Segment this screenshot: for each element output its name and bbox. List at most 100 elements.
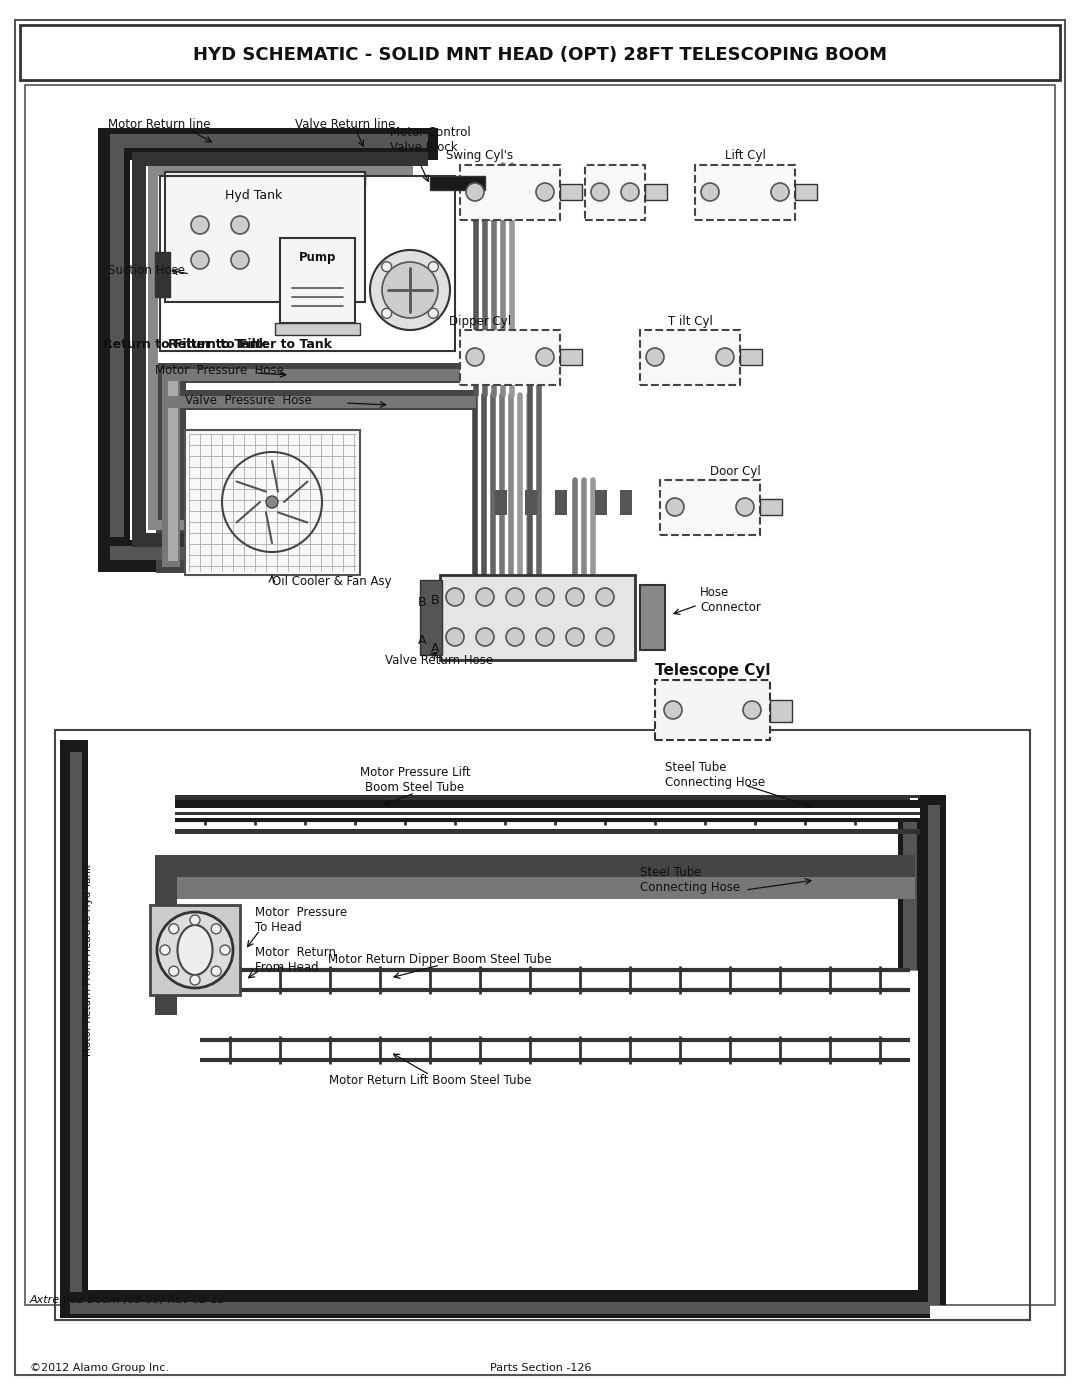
Bar — [156, 251, 170, 298]
Circle shape — [266, 496, 278, 509]
Text: Motor  Pressure
To Head: Motor Pressure To Head — [255, 907, 347, 935]
Circle shape — [429, 261, 438, 271]
Text: Steel Tube
Connecting Hose: Steel Tube Connecting Hose — [665, 761, 765, 789]
Text: Return to Filter to Tank: Return to Filter to Tank — [103, 338, 267, 352]
Text: Motor Pressure Lift
Boom Steel Tube: Motor Pressure Lift Boom Steel Tube — [360, 766, 470, 793]
Circle shape — [536, 629, 554, 645]
Circle shape — [382, 263, 438, 319]
Text: ©2012 Alamo Group Inc.: ©2012 Alamo Group Inc. — [30, 1363, 168, 1373]
Circle shape — [536, 588, 554, 606]
Circle shape — [596, 629, 615, 645]
Bar — [60, 740, 87, 1301]
Circle shape — [160, 944, 170, 956]
Circle shape — [664, 701, 681, 719]
Bar — [110, 134, 428, 148]
Bar — [740, 349, 762, 365]
Circle shape — [465, 348, 484, 366]
Text: Hyd Tank: Hyd Tank — [225, 189, 282, 201]
Circle shape — [231, 217, 249, 235]
Circle shape — [190, 915, 200, 925]
Bar — [640, 585, 665, 650]
Circle shape — [621, 183, 639, 201]
Circle shape — [507, 588, 524, 606]
Circle shape — [220, 944, 230, 956]
Circle shape — [381, 261, 392, 271]
Text: Oil Cooler & Fan Asy: Oil Cooler & Fan Asy — [272, 576, 392, 588]
Bar — [495, 490, 507, 515]
Bar — [175, 800, 920, 821]
Bar — [175, 812, 920, 814]
Bar — [595, 490, 607, 515]
Bar — [760, 499, 782, 515]
Bar — [440, 576, 635, 659]
Text: Motor  Return
From Head: Motor Return From Head — [255, 946, 336, 974]
Text: Lift Cyl: Lift Cyl — [725, 148, 766, 162]
Bar — [460, 330, 561, 386]
Text: Dipper Cyl: Dipper Cyl — [449, 316, 511, 328]
Bar — [148, 166, 158, 527]
Circle shape — [446, 629, 464, 645]
Bar — [162, 369, 180, 567]
Text: Valve  Pressure  Hose: Valve Pressure Hose — [185, 394, 312, 407]
Bar — [110, 134, 124, 536]
Bar — [98, 129, 130, 543]
Bar — [640, 330, 740, 386]
Circle shape — [566, 588, 584, 606]
Circle shape — [212, 967, 221, 977]
Bar — [928, 805, 940, 1305]
Text: Return to Filter to Tank: Return to Filter to Tank — [168, 338, 332, 351]
Bar — [696, 165, 795, 219]
Circle shape — [536, 348, 554, 366]
Circle shape — [429, 309, 438, 319]
Bar — [132, 152, 146, 536]
Text: Motor Return From Head To Hyd Tank: Motor Return From Head To Hyd Tank — [83, 863, 93, 1056]
Text: Swing Cyl's: Swing Cyl's — [446, 148, 514, 162]
Text: Motor Control
Valve Block: Motor Control Valve Block — [390, 126, 471, 154]
Bar — [148, 520, 248, 529]
Bar — [585, 165, 645, 219]
Circle shape — [646, 348, 664, 366]
Circle shape — [168, 967, 179, 977]
Bar — [162, 369, 476, 381]
Circle shape — [743, 701, 761, 719]
Circle shape — [771, 183, 789, 201]
Bar — [55, 731, 1030, 1320]
Circle shape — [212, 923, 221, 933]
Bar — [110, 546, 253, 560]
Bar — [460, 165, 561, 219]
Bar — [175, 807, 920, 819]
Bar — [156, 363, 186, 573]
Text: Pump: Pump — [299, 251, 336, 264]
Bar — [175, 812, 920, 814]
Bar — [660, 481, 760, 535]
Circle shape — [716, 348, 734, 366]
Bar — [654, 680, 770, 740]
Bar — [168, 374, 178, 562]
Bar — [156, 855, 915, 877]
Bar — [150, 905, 240, 995]
Text: Parts Section -126: Parts Section -126 — [490, 1363, 592, 1373]
Text: Motor Return Dipper Boom Steel Tube: Motor Return Dipper Boom Steel Tube — [328, 954, 552, 967]
Text: A: A — [418, 633, 427, 647]
Circle shape — [507, 629, 524, 645]
Circle shape — [370, 250, 450, 330]
Text: A: A — [431, 641, 440, 655]
Bar — [157, 877, 915, 900]
Circle shape — [157, 912, 233, 988]
Bar — [132, 152, 428, 166]
Bar — [555, 490, 567, 515]
Circle shape — [446, 588, 464, 606]
Circle shape — [701, 183, 719, 201]
Bar — [420, 580, 442, 655]
Bar — [60, 1289, 930, 1317]
Text: Telescope Cyl: Telescope Cyl — [654, 662, 770, 678]
Bar — [165, 172, 365, 186]
Circle shape — [591, 183, 609, 201]
Bar — [162, 395, 476, 408]
Circle shape — [476, 588, 494, 606]
Bar — [280, 237, 355, 323]
Bar — [25, 85, 1055, 1305]
Bar — [770, 700, 792, 722]
Circle shape — [596, 588, 615, 606]
Bar — [795, 184, 816, 200]
